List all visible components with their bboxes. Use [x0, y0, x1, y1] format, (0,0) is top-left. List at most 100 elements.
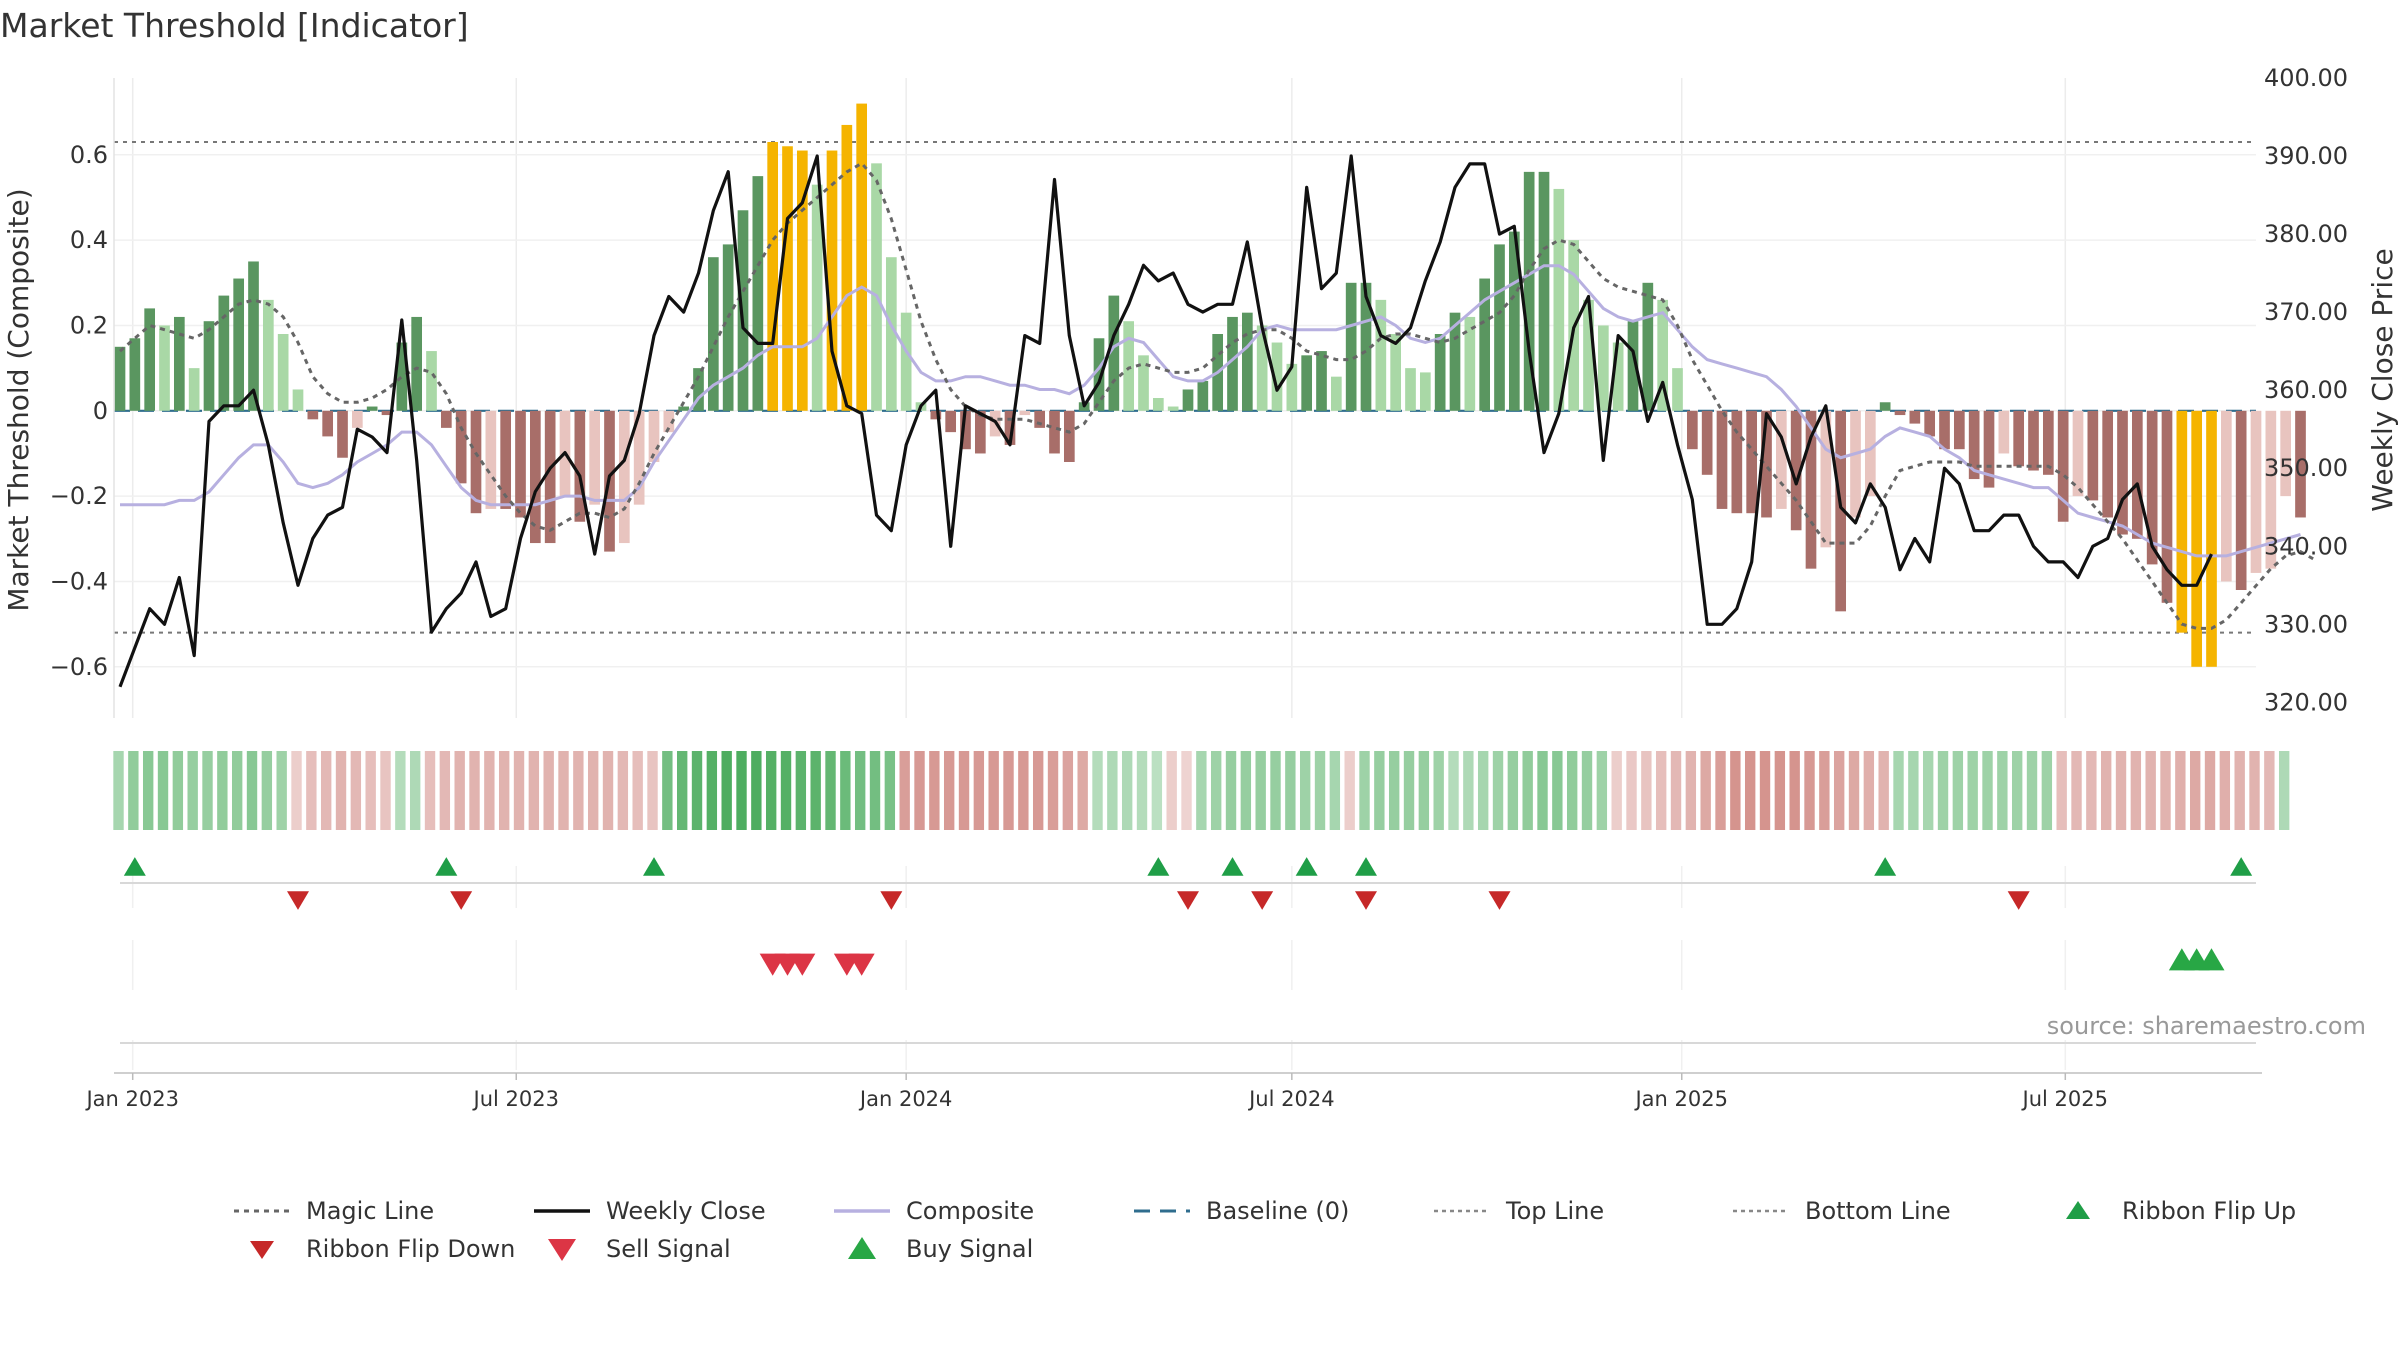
ribbon-cell-63	[1047, 751, 1059, 830]
composite-bar-84	[1360, 282, 1372, 411]
composite-bar-66	[1093, 338, 1105, 411]
composite-bar-44	[767, 142, 779, 411]
composite-bar-81	[1316, 351, 1327, 411]
composite-bar-46	[796, 150, 808, 411]
left-y-tick-6: −0.6	[50, 653, 108, 681]
ribbon-cell-15	[335, 751, 347, 830]
composite-bar-79	[1286, 363, 1298, 411]
right-y-tick-5: 350.00	[2264, 454, 2348, 482]
ribbon-cell-45	[780, 751, 792, 830]
ribbon-cell-102	[1626, 751, 1637, 830]
left-y-tick-4: −0.2	[50, 482, 108, 510]
legend-item-flip_down: Ribbon Flip Down	[250, 1235, 515, 1263]
composite-bar-40	[707, 257, 719, 411]
composite-bar-139	[2176, 410, 2188, 633]
composite-bar-97	[1553, 188, 1565, 411]
ribbon-cell-72	[1181, 751, 1192, 830]
ribbon-cell-106	[1685, 751, 1697, 830]
weekly-close-line	[118, 154, 2213, 688]
composite-bar-124	[1953, 410, 1965, 450]
composite-bar-61	[1019, 410, 1031, 416]
composite-bar-2	[144, 308, 156, 411]
composite-bar-92	[1479, 278, 1491, 411]
right-y-ticks: 400.00 390.00 380.00 370.00 360.00 350.00 340.…	[2264, 64, 2348, 716]
ribbon-flip-up-marker-6	[1355, 857, 1377, 876]
ribbon-cell-115	[1819, 751, 1830, 830]
composite-bar-9	[248, 261, 259, 411]
ribbon-cell-144	[2249, 751, 2260, 830]
ribbon-cell-33	[602, 751, 614, 830]
ribbon-cell-35	[632, 751, 643, 830]
ribbon-cell-66	[1092, 751, 1103, 830]
legend-swatch-sell	[548, 1239, 576, 1261]
composite-bar-91	[1464, 316, 1476, 411]
ribbon-cell-17	[365, 751, 376, 830]
composite-bar-36	[648, 410, 660, 462]
ribbon-cell-104	[1655, 751, 1667, 830]
composite-bar-146	[2280, 410, 2292, 497]
ribbon-cell-4	[172, 751, 184, 830]
ribbon-cell-58	[973, 751, 985, 830]
ribbon-cell-47	[810, 751, 821, 830]
ribbon-flip-down-marker-7	[2007, 891, 2030, 910]
ribbon-cell-70	[1151, 751, 1163, 830]
ribbon-flip-up-marker-4	[1221, 857, 1244, 876]
ribbon-cell-12	[291, 751, 302, 830]
composite-bar-31	[574, 410, 586, 522]
ribbon-cell-64	[1062, 751, 1074, 830]
ribbon-cell-121	[1908, 751, 1919, 830]
composite-bar-114	[1805, 410, 1817, 569]
ribbon-strip	[113, 751, 2290, 830]
composite-bar-70	[1152, 398, 1164, 411]
composite-bar-18	[381, 410, 393, 416]
composite-bar-106	[1686, 410, 1698, 450]
ribbon-cell-100	[1596, 751, 1608, 830]
ribbon-cell-138	[2160, 751, 2171, 830]
composite-bar-73	[1197, 380, 1209, 411]
ribbon-cell-53	[899, 751, 910, 830]
legend-swatch-flip-down	[250, 1241, 274, 1259]
composite-bars	[114, 103, 2306, 667]
ribbon-cell-69	[1136, 751, 1148, 830]
composite-bar-14	[322, 410, 334, 437]
composite-bar-116	[1835, 410, 1847, 612]
legend-swatch-flip-up	[2066, 1201, 2090, 1219]
composite-bar-117	[1850, 410, 1861, 518]
ribbon-cell-118	[1863, 751, 1875, 830]
ribbon-flip-up-marker-8	[2230, 857, 2253, 876]
ribbon-cell-2	[142, 751, 154, 830]
composite-bar-32	[589, 410, 601, 505]
ribbon-cell-145	[2264, 751, 2275, 830]
composite-bar-86	[1390, 334, 1402, 411]
legend-swatch-buy	[848, 1237, 876, 1259]
composite-bar-25	[485, 410, 497, 509]
composite-bar-23	[455, 410, 467, 484]
composite-bar-39	[693, 368, 704, 411]
composite-bar-137	[2146, 410, 2158, 565]
ribbon-cell-62	[1032, 751, 1044, 830]
composite-bar-63	[1049, 410, 1060, 454]
ribbon-flip-down-marker-5	[1355, 891, 1377, 910]
composite-bar-37	[663, 410, 675, 433]
composite-bar-142	[2220, 410, 2232, 582]
ribbon-cell-136	[2130, 751, 2142, 830]
right-y-tick-4: 360.00	[2264, 376, 2348, 404]
composite-bar-113	[1790, 410, 1802, 531]
ribbon-cell-34	[617, 751, 629, 830]
x-tick-label-5: Jul 2025	[2021, 1087, 2108, 1111]
ribbon-cell-7	[217, 751, 228, 830]
ribbon-cell-98	[1566, 751, 1578, 830]
composite-bar-135	[2117, 410, 2128, 535]
ribbon-cell-108	[1715, 751, 1726, 830]
ribbon-cell-65	[1077, 751, 1088, 830]
ribbon-cell-84	[1359, 751, 1370, 830]
composite-bar-6	[203, 321, 215, 411]
composite-bar-78	[1271, 342, 1283, 411]
ribbon-cell-127	[1997, 751, 2008, 830]
signal-panels	[114, 866, 2262, 1074]
composite-bar-68	[1123, 321, 1135, 411]
ribbon-cell-132	[2071, 751, 2082, 830]
ribbon-cell-103	[1641, 751, 1652, 830]
ribbon-flip-down-marker-2	[880, 891, 903, 910]
